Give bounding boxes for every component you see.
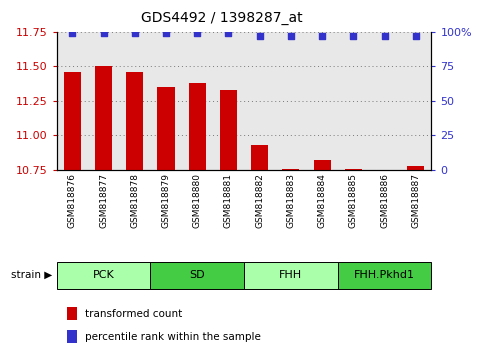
Bar [189,83,206,170]
Point [350,33,357,39]
Bar [345,169,362,170]
Bar [407,166,424,170]
Text: transformed count: transformed count [85,309,182,319]
Bar [150,262,244,289]
Bar [95,67,112,170]
Bar [314,160,331,170]
Text: strain ▶: strain ▶ [10,270,52,280]
Bar [64,72,81,170]
Text: FHH.Pkhd1: FHH.Pkhd1 [354,270,415,280]
Text: GDS4492 / 1398287_at: GDS4492 / 1398287_at [141,11,303,25]
Bar [126,72,143,170]
Text: percentile rank within the sample: percentile rank within the sample [85,332,261,342]
Text: SD: SD [189,270,205,280]
Point [100,30,107,36]
Point [318,33,326,39]
Bar [220,90,237,170]
Point [287,33,295,39]
Point [193,30,201,36]
Point [412,33,420,39]
Point [131,30,139,36]
Text: PCK: PCK [93,270,114,280]
Bar [244,262,338,289]
Point [69,30,76,36]
Point [162,30,170,36]
Point [256,33,264,39]
Bar [57,262,150,289]
Bar [251,145,268,170]
Bar [338,262,431,289]
Point [381,33,388,39]
Point [224,30,232,36]
Text: FHH: FHH [280,270,302,280]
Bar [282,169,299,170]
Bar [157,87,175,170]
